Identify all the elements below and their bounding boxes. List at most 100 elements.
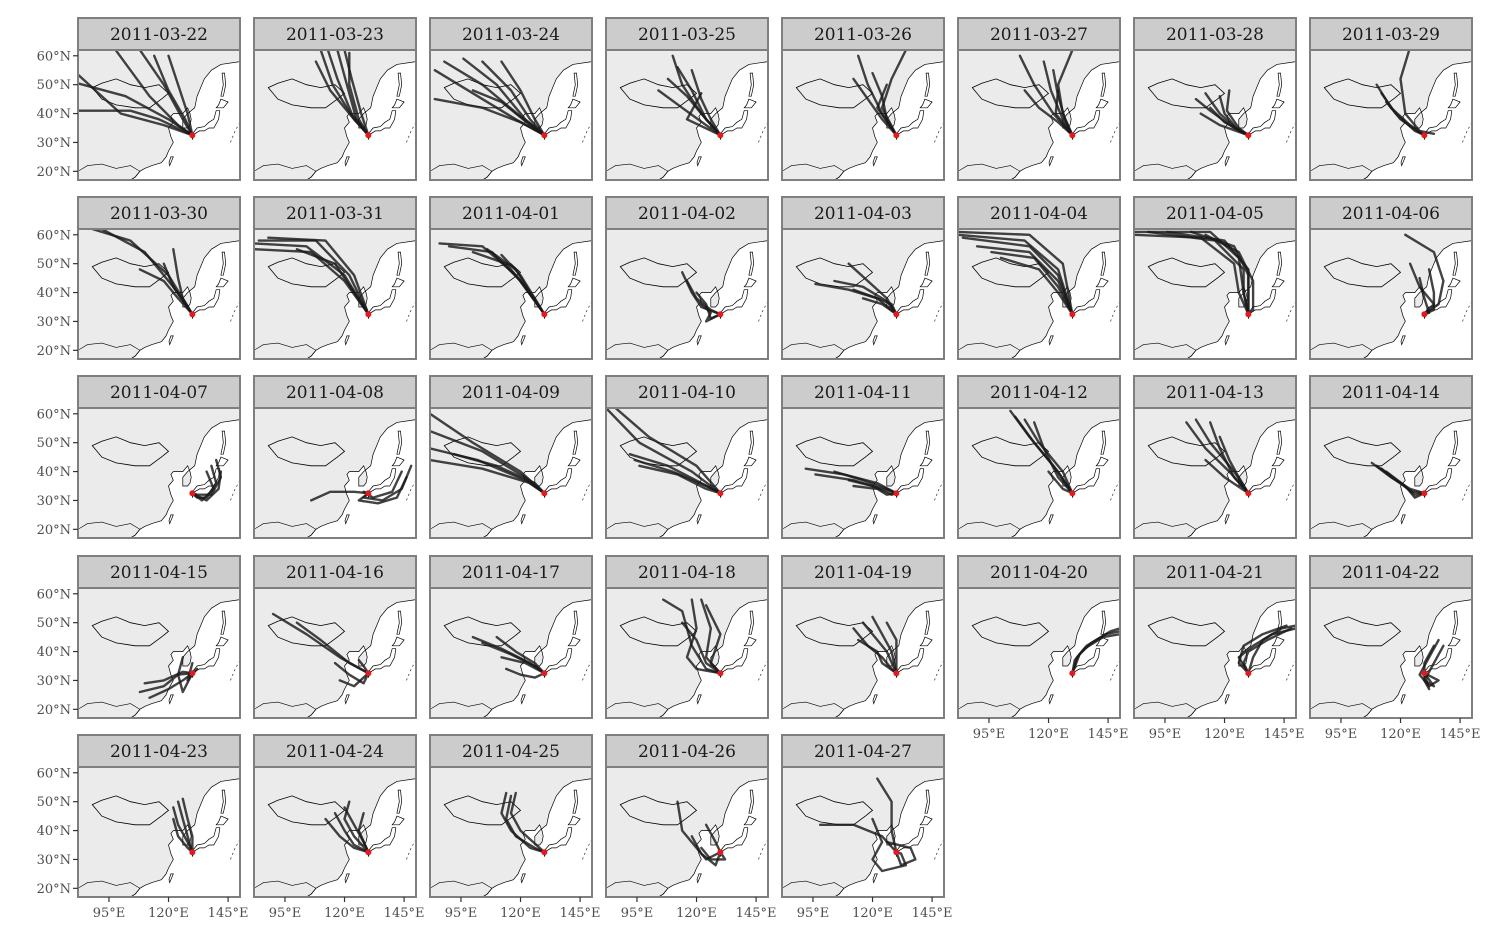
panel-border	[1133, 587, 1297, 719]
x-tick-label: 120°E	[852, 906, 893, 921]
x-tick-label: 145°E	[912, 906, 953, 921]
x-tick-label: 145°E	[208, 906, 249, 921]
panel-border	[1309, 228, 1473, 360]
basemap	[254, 408, 416, 538]
facet-strip	[77, 555, 241, 589]
trajectory-line	[1147, 230, 1250, 316]
basemap	[78, 50, 240, 180]
facet-panel: 2011-04-19	[781, 555, 945, 719]
trajectory-line	[633, 458, 722, 495]
basemap	[606, 408, 768, 538]
facet-panel: 2011-04-21 95°E 120°E 145°E	[1133, 555, 1304, 742]
facet-panel: 2011-04-16	[253, 555, 417, 719]
facet-label: 2011-04-06	[1342, 204, 1440, 224]
y-tick-label: 50°N	[37, 616, 71, 631]
panel-border	[781, 766, 945, 898]
trajectory-line	[1032, 421, 1074, 495]
panel-border	[605, 49, 769, 181]
basemap	[782, 408, 944, 538]
y-tick-label: 60°N	[37, 766, 71, 781]
facet-panel: 2011-04-15 20°N 30°N 40°N 50°N 60°N	[37, 555, 241, 719]
trajectory-line	[1237, 624, 1288, 675]
x-tick-label: 95°E	[93, 906, 126, 921]
x-tick-label: 145°E	[736, 906, 777, 921]
x-tick-label: 95°E	[973, 727, 1006, 742]
facet-strip	[781, 555, 945, 589]
basemap	[78, 588, 240, 718]
trajectory-line	[704, 604, 722, 675]
facet-label: 2011-04-19	[814, 563, 912, 583]
basemap	[1134, 588, 1296, 718]
x-tick-label: 145°E	[560, 906, 601, 921]
facet-strip	[957, 375, 1121, 409]
y-tick-label: 50°N	[37, 78, 71, 93]
facet-label: 2011-03-26	[814, 25, 912, 45]
release-site-marker	[189, 670, 196, 677]
facet-label: 2011-04-01	[462, 204, 560, 224]
facet-panel: 2011-04-17	[429, 555, 593, 719]
basemap	[782, 767, 944, 897]
facet-label: 2011-03-31	[286, 204, 384, 224]
panel-border	[429, 228, 593, 360]
x-tick-label: 95°E	[269, 906, 302, 921]
trajectory-line	[1204, 458, 1250, 495]
trajectory-line	[685, 279, 722, 316]
y-tick-label: 40°N	[37, 107, 71, 122]
facet-strip	[1133, 555, 1297, 589]
trajectory-line	[852, 288, 898, 316]
panel-border	[781, 49, 945, 181]
y-tick-label: 30°N	[37, 853, 71, 868]
trajectory-line	[852, 77, 898, 137]
release-site-marker	[717, 849, 724, 856]
release-site-marker	[1421, 132, 1428, 139]
trajectory-line	[975, 245, 1074, 316]
x-tick-label: 95°E	[1149, 727, 1182, 742]
y-tick-label: 20°N	[37, 882, 71, 897]
facet-strip	[605, 555, 769, 589]
facet-panel: 2011-04-27 95°E 120°E 145°E	[781, 734, 953, 921]
y-tick-label: 60°N	[37, 407, 71, 422]
trajectory-line	[857, 638, 898, 675]
trajectory-line	[357, 476, 408, 505]
facet-label: 2011-04-02	[638, 204, 736, 224]
panel-border	[429, 587, 593, 719]
release-site-marker	[893, 670, 900, 677]
trajectory-line	[114, 50, 194, 137]
panel-border	[1133, 228, 1297, 360]
y-tick-label: 30°N	[37, 136, 71, 151]
facet-strip	[605, 17, 769, 51]
panel-border	[1309, 49, 1473, 181]
trajectory-line	[1242, 627, 1293, 675]
facet-panel: 2011-04-06	[1309, 196, 1473, 360]
trajectory-line	[348, 51, 370, 137]
trajectory-line	[310, 490, 370, 502]
trajectory-line	[871, 615, 898, 675]
x-tick-label: 145°E	[384, 906, 425, 921]
facet-panel: 2011-03-24	[429, 17, 593, 181]
trajectory-line	[1399, 50, 1436, 136]
trajectory-line	[1056, 50, 1074, 137]
trajectory-line	[333, 812, 370, 854]
facet-strip	[957, 17, 1121, 51]
x-tick-label: 145°E	[1088, 727, 1129, 742]
facet-panel: 2011-03-28	[1133, 17, 1297, 181]
facet-panel: 2011-04-13	[1133, 375, 1297, 539]
trajectory-line	[1014, 415, 1074, 495]
y-tick-label: 40°N	[37, 286, 71, 301]
release-site-marker	[365, 311, 372, 318]
panel-border	[605, 407, 769, 539]
release-site-marker	[1245, 311, 1252, 318]
release-site-marker	[1245, 490, 1252, 497]
release-site-marker	[365, 670, 372, 677]
y-tick-label: 40°N	[37, 824, 71, 839]
release-site-marker	[1069, 490, 1076, 497]
basemap	[782, 50, 944, 180]
x-tick-label: 120°E	[500, 906, 541, 921]
trajectory-line	[430, 458, 546, 495]
trajectory-line	[324, 817, 370, 854]
release-site-marker	[541, 132, 548, 139]
trajectory-line	[257, 239, 370, 316]
basemap	[430, 408, 592, 538]
y-tick-label: 30°N	[37, 315, 71, 330]
trajectory-line	[1423, 644, 1445, 691]
